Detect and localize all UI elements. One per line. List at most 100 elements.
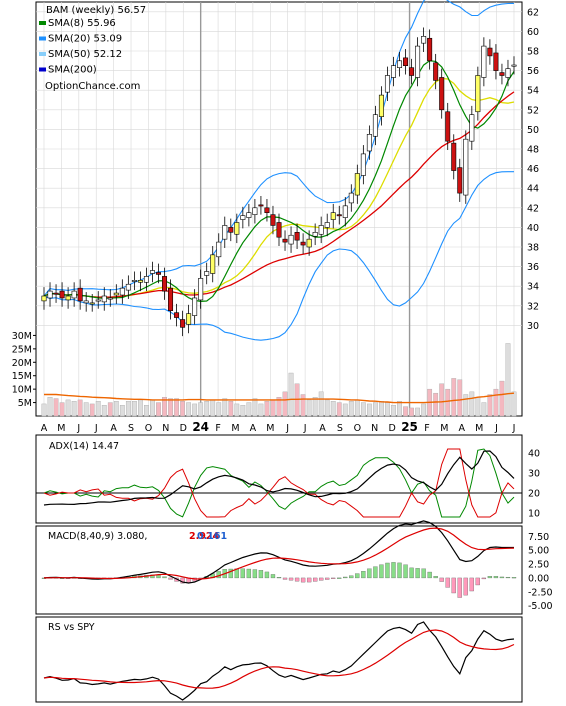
macd-histogram-bar — [264, 571, 270, 579]
macd-panel: MACD(8,40,9) 3.080, 2.924 0.161 7.50 5.00… — [35, 520, 553, 615]
candle-body — [77, 287, 83, 302]
legend-swatch — [39, 21, 46, 25]
candle-body — [354, 173, 360, 196]
macd-histogram-bar — [294, 577, 300, 582]
volume-bar — [107, 402, 113, 417]
macd-histogram-bar — [463, 577, 468, 596]
macd-histogram-bar — [451, 577, 456, 594]
macd-histogram-bar — [349, 575, 354, 579]
volume-bar — [65, 399, 71, 417]
rs-average-line — [43, 629, 515, 689]
candle-body — [198, 278, 204, 301]
macd-histogram-bar — [228, 568, 233, 579]
x-tick-label: J — [94, 423, 98, 434]
volume-bar — [288, 372, 294, 417]
price-tick-label: 54 — [527, 86, 539, 97]
volume-bar — [342, 403, 348, 417]
macd-signal-line — [43, 527, 515, 580]
candle-body — [240, 215, 246, 220]
candle-body — [397, 60, 403, 68]
price-tick-label: 50 — [527, 125, 539, 136]
volume-bar — [77, 399, 83, 417]
x-tick-label: O — [354, 423, 361, 434]
volume-bar — [168, 398, 173, 417]
macd-histogram-bar — [276, 577, 282, 579]
macd-histogram-bar — [391, 562, 396, 579]
macd-signal-value: 2.924 — [189, 531, 219, 542]
candle-body — [300, 241, 306, 246]
macd-histogram-bar — [240, 568, 245, 579]
macd-histogram-bar — [258, 570, 264, 579]
x-tick-label: D — [388, 423, 395, 434]
price-tick-label: 52 — [527, 105, 539, 116]
x-tick-label: F — [215, 423, 220, 434]
volume-bar — [379, 401, 384, 417]
candle-body — [342, 205, 348, 218]
candle-body — [409, 67, 415, 76]
adx-line — [43, 450, 515, 506]
volume-bar — [397, 401, 402, 417]
candle-body — [330, 212, 336, 220]
macd-line — [43, 520, 514, 584]
volume-bar — [222, 398, 228, 417]
candle-body — [451, 142, 457, 171]
macd-histogram-bar — [246, 568, 252, 579]
candle-body — [149, 270, 155, 274]
volume-bar — [89, 403, 95, 417]
macd-panel-frame — [35, 525, 523, 615]
volume-bar — [119, 405, 125, 417]
candle-body — [186, 313, 192, 325]
candle-body — [421, 35, 427, 44]
volume-bar — [258, 403, 264, 417]
price-tick-label: 36 — [527, 262, 539, 273]
price-tick-label: 62 — [527, 7, 539, 18]
candle-body — [216, 241, 222, 258]
candle-body — [162, 276, 168, 292]
x-tick-label: S — [128, 423, 134, 434]
volume-bar — [330, 401, 336, 417]
candle-body — [71, 290, 77, 299]
candle-body — [119, 287, 125, 296]
x-tick-label: O — [145, 423, 152, 434]
adx-label: ADX(14) 14.47 — [49, 441, 119, 452]
legend-swatch — [39, 36, 46, 41]
volume-bar — [409, 407, 414, 417]
candle-body — [493, 52, 499, 71]
volume-bar — [246, 402, 252, 417]
macd-histogram-bar — [409, 567, 414, 579]
price-tick-label: 60 — [527, 27, 539, 38]
macd-histogram-bar — [367, 568, 372, 579]
macd-histogram-bar — [421, 568, 426, 579]
adx-tick-label: 10 — [528, 509, 540, 520]
macd-histogram-bar — [475, 577, 480, 586]
macd-histogram-bar — [252, 569, 258, 579]
candle-body — [168, 287, 174, 312]
macd-label: MACD(8,40,9) 3.080, — [48, 531, 147, 542]
x-tick-label: S — [337, 423, 343, 434]
volume-bar — [306, 399, 312, 417]
macd-histogram-bar — [499, 576, 505, 579]
price-panel-frame — [35, 1, 523, 417]
volume-bar — [505, 343, 511, 417]
volume-bar — [493, 388, 499, 417]
volume-bar — [469, 391, 475, 417]
volume-bar — [499, 380, 505, 417]
candle-body — [415, 45, 421, 78]
x-tick-label: M — [231, 423, 239, 434]
macd-histogram-bar — [306, 577, 312, 583]
volume-bar — [131, 401, 137, 417]
macd-histogram-bar — [288, 577, 294, 581]
legend-swatch — [39, 52, 46, 56]
candle-body — [481, 45, 487, 78]
volume-bar — [270, 399, 276, 417]
candle-body — [101, 295, 107, 303]
candle-body — [234, 222, 240, 235]
macd-histogram-bar — [397, 562, 402, 579]
candle-body — [258, 204, 264, 207]
volume-bar — [481, 402, 487, 417]
legend-label: SMA(8) 55.96 — [48, 18, 116, 29]
candle-body — [463, 138, 469, 196]
candle-body — [174, 312, 180, 318]
candle-body — [372, 114, 378, 137]
